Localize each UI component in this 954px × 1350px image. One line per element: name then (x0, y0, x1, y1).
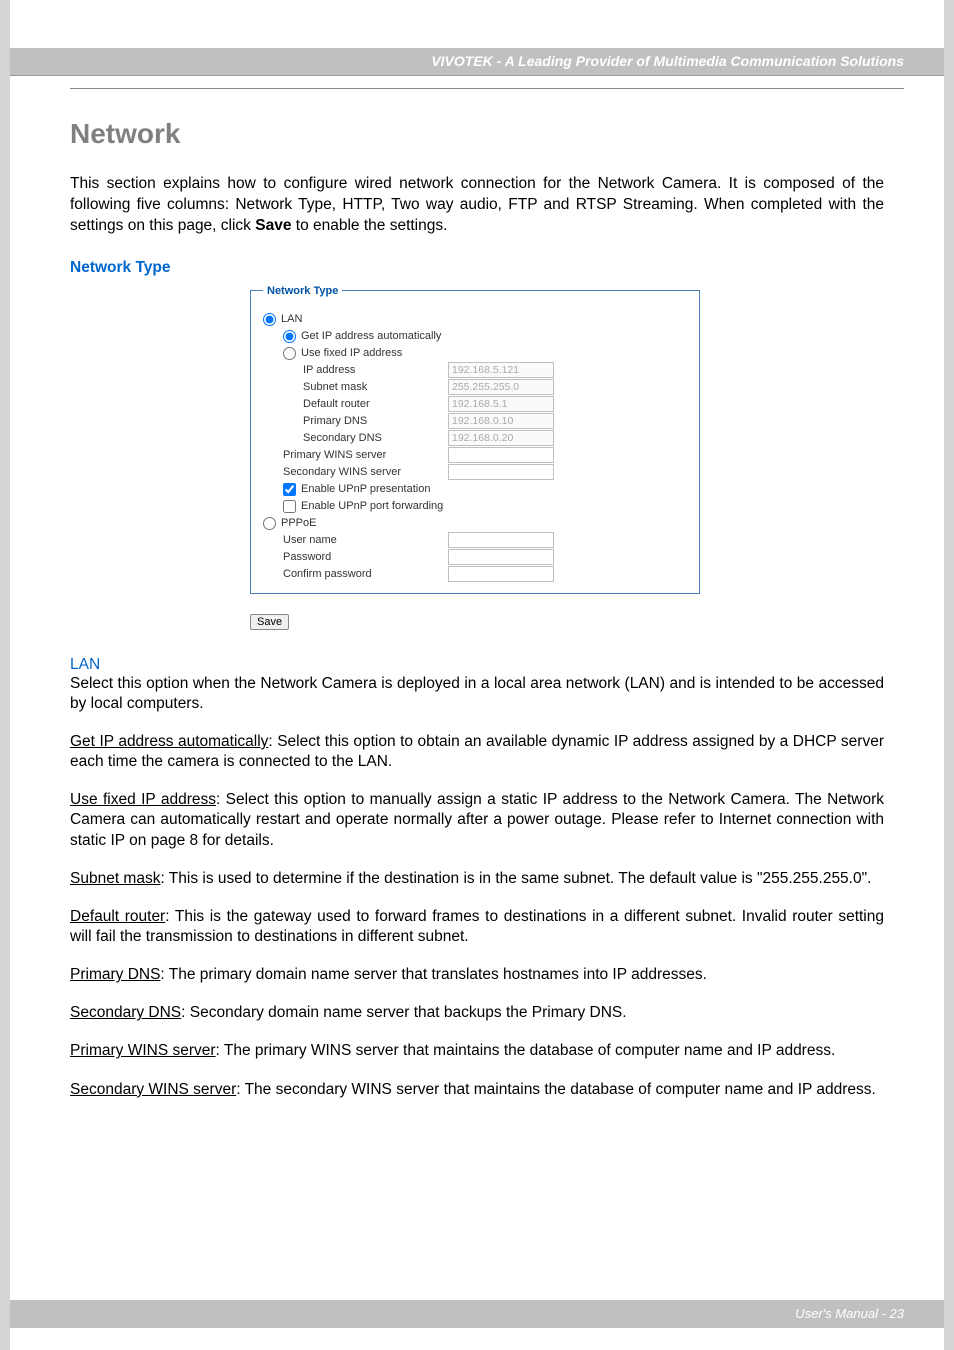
upnp-pres-row: Enable UPnP presentation (263, 481, 687, 498)
pwins-label: Primary WINS server (283, 449, 448, 461)
pppoe-user-row: User name (263, 532, 687, 549)
ip-label: IP address (303, 364, 448, 376)
intro-pre: This section explains how to configure w… (70, 175, 884, 234)
lan-radio[interactable] (263, 313, 276, 326)
pdns-label: Primary DNS (303, 415, 448, 427)
getip-ul: Get IP address automatically (70, 733, 268, 750)
pwins-row: Primary WINS server (263, 447, 687, 464)
pppoe-conf-row: Confirm password (263, 566, 687, 583)
footer-bar: User's Manual - 23 (10, 1300, 944, 1328)
intro-post: to enable the settings. (291, 217, 447, 234)
use-fixed-row: Use fixed IP address (263, 345, 687, 362)
sdns-label: Secondary DNS (303, 432, 448, 444)
upnp-pres-label: Enable UPnP presentation (301, 483, 430, 495)
content-area: Network This section explains how to con… (10, 48, 944, 1100)
lan-radio-row: LAN (263, 311, 687, 328)
router-para: Default router: This is the gateway used… (70, 907, 884, 947)
sdns-ul: Secondary DNS (70, 1004, 181, 1021)
network-type-panel-wrap: Network Type LAN Get IP address automati… (250, 285, 700, 594)
use-fixed-radio[interactable] (283, 347, 296, 360)
lan-label: LAN (281, 313, 302, 325)
router-row: Default router (263, 396, 687, 413)
lan-subheading: LAN (70, 656, 884, 674)
footer-text: User's Manual - 23 (10, 1300, 944, 1321)
network-type-heading: Network Type (70, 259, 884, 277)
pwins-ul: Primary WINS server (70, 1042, 216, 1059)
pppoe-conf-input[interactable] (448, 566, 554, 582)
fieldset-legend: Network Type (263, 285, 342, 297)
save-button[interactable]: Save (250, 614, 289, 630)
router-ul: Default router (70, 908, 165, 925)
usefixed-ul: Use fixed IP address (70, 791, 216, 808)
swins-rest: : The secondary WINS server that maintai… (236, 1081, 876, 1098)
pppoe-user-input[interactable] (448, 532, 554, 548)
get-ip-radio[interactable] (283, 330, 296, 343)
get-ip-row: Get IP address automatically (263, 328, 687, 345)
pdns-rest: : The primary domain name server that tr… (160, 966, 707, 983)
subnet-input[interactable] (448, 379, 554, 395)
subnet-rest: : This is used to determine if the desti… (160, 870, 871, 887)
pppoe-pass-input[interactable] (448, 549, 554, 565)
pppoe-conf-label: Confirm password (283, 568, 448, 580)
pwins-rest: : The primary WINS server that maintains… (216, 1042, 836, 1059)
swins-input[interactable] (448, 464, 554, 480)
pwins-para: Primary WINS server: The primary WINS se… (70, 1041, 884, 1061)
intro-paragraph: This section explains how to configure w… (70, 174, 884, 237)
page: VIVOTEK - A Leading Provider of Multimed… (10, 0, 944, 1350)
swins-label: Secondary WINS server (283, 466, 448, 478)
router-rest: : This is the gateway used to forward fr… (70, 908, 884, 945)
subnet-ul: Subnet mask (70, 870, 160, 887)
subnet-para: Subnet mask: This is used to determine i… (70, 869, 884, 889)
sdns-rest: : Secondary domain name server that back… (181, 1004, 626, 1021)
upnp-port-label: Enable UPnP port forwarding (301, 500, 443, 512)
swins-row: Secondary WINS server (263, 464, 687, 481)
getip-para: Get IP address automatically: Select thi… (70, 732, 884, 772)
upnp-port-checkbox[interactable] (283, 500, 296, 513)
pppoe-radio-row: PPPoE (263, 515, 687, 532)
page-title: Network (70, 118, 884, 150)
network-type-fieldset: Network Type LAN Get IP address automati… (250, 285, 700, 594)
usefixed-para: Use fixed IP address: Select this option… (70, 790, 884, 850)
upnp-port-row: Enable UPnP port forwarding (263, 498, 687, 515)
pppoe-user-label: User name (283, 534, 448, 546)
router-label: Default router (303, 398, 448, 410)
swins-para: Secondary WINS server: The secondary WIN… (70, 1080, 884, 1100)
pwins-input[interactable] (448, 447, 554, 463)
pdns-row: Primary DNS (263, 413, 687, 430)
sdns-input[interactable] (448, 430, 554, 446)
save-wrap: Save (250, 612, 884, 630)
subnet-label: Subnet mask (303, 381, 448, 393)
upnp-pres-checkbox[interactable] (283, 483, 296, 496)
subnet-row: Subnet mask (263, 379, 687, 396)
sdns-row: Secondary DNS (263, 430, 687, 447)
get-ip-label: Get IP address automatically (301, 330, 441, 342)
lan-para: Select this option when the Network Came… (70, 674, 884, 714)
pppoe-label: PPPoE (281, 517, 316, 529)
pppoe-pass-row: Password (263, 549, 687, 566)
intro-bold: Save (255, 217, 291, 234)
pdns-ul: Primary DNS (70, 966, 160, 983)
pppoe-pass-label: Password (283, 551, 448, 563)
use-fixed-label: Use fixed IP address (301, 347, 402, 359)
header-title: VIVOTEK - A Leading Provider of Multimed… (10, 48, 944, 69)
pppoe-radio[interactable] (263, 517, 276, 530)
header-bar: VIVOTEK - A Leading Provider of Multimed… (10, 48, 944, 76)
header-rule (70, 88, 904, 89)
ip-row: IP address (263, 362, 687, 379)
router-input[interactable] (448, 396, 554, 412)
sdns-para: Secondary DNS: Secondary domain name ser… (70, 1003, 884, 1023)
swins-ul: Secondary WINS server (70, 1081, 236, 1098)
ip-input[interactable] (448, 362, 554, 378)
pdns-para: Primary DNS: The primary domain name ser… (70, 965, 884, 985)
pdns-input[interactable] (448, 413, 554, 429)
